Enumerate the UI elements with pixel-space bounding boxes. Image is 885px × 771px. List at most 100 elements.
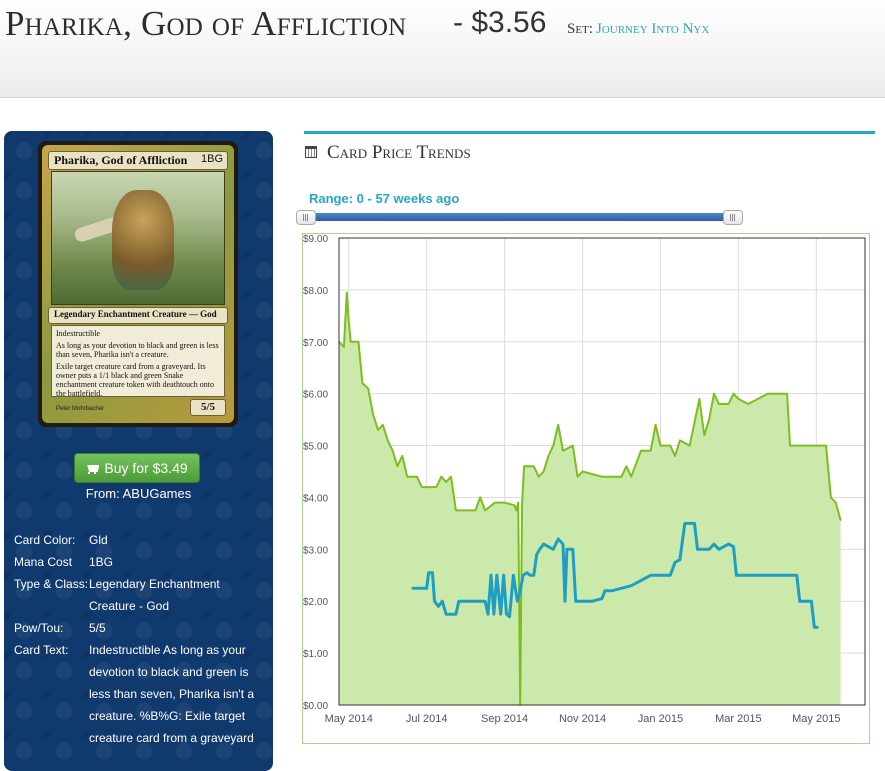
card-text-box: Indestructible As long as your devotion … (51, 325, 225, 398)
card-text-2: As long as your devotion to black and gr… (56, 341, 219, 359)
data-point (669, 444, 671, 447)
data-point (387, 439, 389, 441)
data-point (361, 382, 363, 384)
section-title: Card Price Trends (305, 142, 471, 164)
card-art (51, 171, 225, 305)
data-point (789, 444, 791, 447)
data-point (601, 476, 603, 478)
data-point (799, 600, 801, 602)
data-point (708, 548, 710, 550)
data-point (526, 572, 528, 574)
data-point (533, 465, 535, 467)
set-link[interactable]: Journey Into Nyx (596, 21, 710, 37)
data-point (630, 476, 632, 478)
slider-handle-start[interactable] (296, 210, 316, 225)
data-point (728, 543, 730, 545)
slider-handle-end[interactable] (723, 210, 743, 225)
data-point (557, 538, 559, 540)
data-point (416, 476, 418, 478)
x-tick-label: May 2015 (792, 713, 840, 725)
data-point (689, 444, 691, 447)
detail-row-type: Type & Class: Legendary Enchantment Crea… (14, 573, 269, 617)
data-point (650, 450, 652, 452)
data-point (372, 413, 374, 416)
data-point (494, 502, 496, 504)
y-tick-label: $5.00 (303, 442, 328, 453)
art-figure (112, 190, 174, 290)
data-point (396, 465, 399, 467)
data-point (650, 574, 652, 576)
detail-row-mana-cost: Mana Cost 1BG (14, 551, 269, 573)
data-point (718, 403, 720, 405)
y-tick-label: $2.00 (303, 597, 328, 608)
data-point (566, 548, 568, 550)
data-point (426, 587, 428, 589)
data-point (490, 574, 492, 576)
data-point (391, 450, 394, 452)
data-point (496, 574, 498, 576)
data-point (441, 600, 443, 602)
data-point (728, 403, 730, 405)
data-point (625, 465, 627, 467)
data-point (348, 320, 350, 322)
data-point (445, 613, 447, 615)
x-tick-label: Jul 2014 (406, 713, 448, 725)
detail-label: Type & Class: (14, 577, 89, 591)
card-title: Pharika, God of Affliction (5, 4, 407, 43)
detail-label: Card Text: (14, 643, 69, 657)
data-point (542, 543, 545, 545)
data-point (747, 403, 749, 405)
series-line (412, 521, 819, 629)
card-power-toughness: 5/5 (190, 399, 226, 416)
plot-frame (338, 237, 866, 706)
data-point (484, 509, 486, 512)
data-point (620, 476, 623, 478)
buy-button[interactable]: Buy for $3.49 (74, 453, 200, 483)
data-point (428, 572, 430, 574)
data-point (835, 502, 837, 504)
data-point (698, 398, 701, 400)
data-point (796, 574, 798, 576)
data-point (547, 455, 550, 457)
card-artist: Peter Mohrbacher (56, 406, 105, 412)
detail-value: Indestructible As long as your devotion … (89, 643, 255, 745)
range-slider[interactable] (296, 210, 743, 226)
data-point (581, 470, 584, 473)
data-point (640, 450, 642, 452)
data-point (450, 476, 452, 478)
detail-value: Gld (89, 533, 108, 547)
data-point (735, 574, 738, 576)
data-point (766, 574, 769, 576)
data-point (474, 509, 476, 512)
data-point (508, 616, 511, 618)
data-point (421, 486, 423, 488)
card-name-bar: Pharika, God of Affliction 1BG (48, 151, 228, 170)
page-header: Pharika, God of Affliction - $3.56 Set: … (0, 0, 885, 98)
data-point (805, 444, 808, 447)
data-point (350, 341, 352, 343)
data-point (435, 486, 438, 488)
card-image-type: Legendary Enchantment Creature — God (54, 309, 217, 319)
data-point (601, 598, 603, 600)
data-point (411, 587, 413, 589)
data-point (713, 543, 715, 545)
data-point (604, 590, 606, 592)
data-point (539, 548, 541, 550)
data-point (766, 393, 769, 395)
data-point (840, 519, 842, 521)
detail-value: 5/5 (89, 621, 106, 635)
card-type-bar: Legendary Enchantment Creature — God (48, 307, 228, 324)
data-point (538, 476, 540, 478)
data-point (640, 579, 642, 582)
data-point (562, 543, 564, 545)
card-image: Pharika, God of Affliction 1BG Legendary… (38, 141, 238, 427)
card-text-1: Indestructible (56, 329, 100, 338)
x-tick-label: Sep 2014 (481, 713, 528, 725)
data-point (659, 444, 662, 447)
price-chart: $0.00 $1.00 $2.00 $3.00 $4.00 $5.00 $6.00 $7.00… (302, 233, 870, 744)
data-point (517, 502, 519, 504)
data-point (693, 522, 696, 524)
data-point (484, 600, 486, 602)
data-point (500, 613, 502, 615)
section-divider (304, 131, 875, 134)
